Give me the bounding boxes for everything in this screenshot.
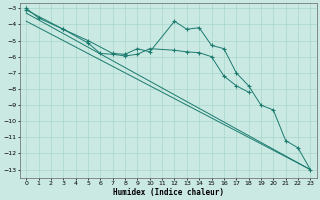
- X-axis label: Humidex (Indice chaleur): Humidex (Indice chaleur): [113, 188, 224, 197]
